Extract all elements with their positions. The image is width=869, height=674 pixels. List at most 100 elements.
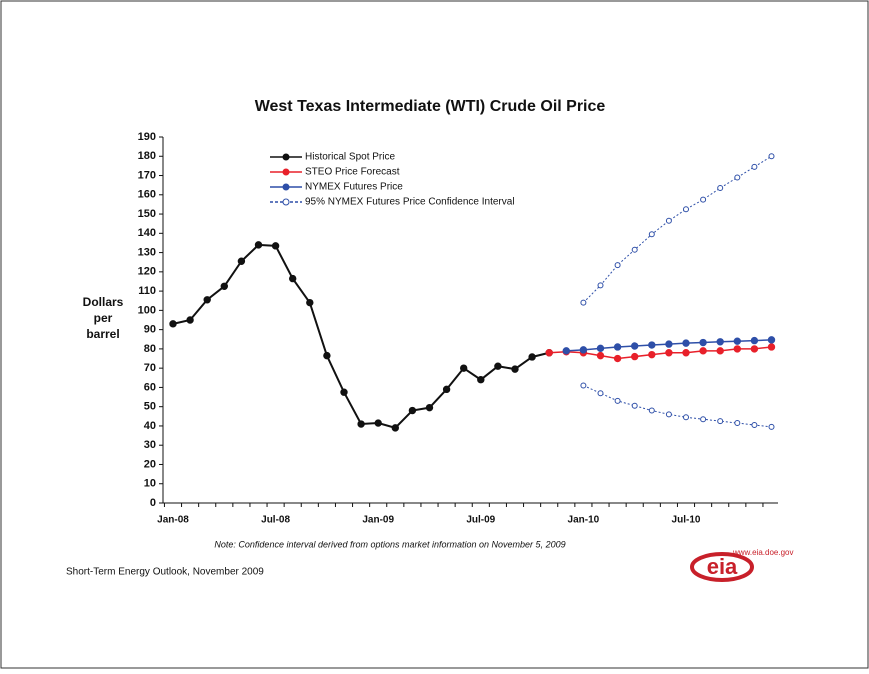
data-point — [596, 351, 605, 360]
data-point — [614, 262, 621, 269]
y-tick-label: 80 — [144, 343, 156, 355]
y-tick-label: 120 — [138, 266, 156, 278]
data-point — [237, 257, 246, 265]
y-tick-label: 190 — [138, 131, 156, 143]
data-point — [648, 231, 655, 238]
x-tick-label: Jan-10 — [568, 515, 600, 526]
data-point — [665, 340, 673, 348]
data-point — [631, 352, 639, 361]
data-point — [717, 418, 724, 425]
x-tick-label: Jul-10 — [672, 515, 701, 526]
data-point — [580, 382, 587, 389]
source: Short-Term Energy Outlook, November 2009 — [66, 567, 264, 578]
data-point — [306, 298, 314, 307]
y-axis-label: Dollars — [83, 295, 124, 309]
data-point — [648, 341, 656, 349]
data-point — [733, 345, 741, 353]
data-point — [442, 385, 451, 394]
logo-url: www.eia.doe.gov — [732, 548, 793, 557]
y-tick-label: 0 — [150, 497, 156, 509]
data-point — [357, 420, 365, 428]
legend-marker — [282, 183, 290, 191]
y-tick-label: 30 — [144, 439, 156, 451]
legend-marker — [282, 198, 290, 206]
data-point — [750, 345, 759, 353]
data-point — [613, 343, 622, 351]
y-tick-label: 70 — [144, 362, 156, 374]
data-point — [477, 376, 485, 384]
data-point — [220, 282, 229, 290]
y-tick-label: 160 — [138, 189, 156, 201]
y-tick-label: 140 — [138, 227, 156, 239]
data-point — [665, 411, 672, 418]
y-tick-label: 170 — [138, 169, 156, 181]
data-point — [511, 365, 519, 373]
data-point — [767, 343, 776, 351]
data-point — [460, 364, 468, 372]
legend-label: NYMEX Futures Price — [305, 182, 403, 193]
y-tick-label: 110 — [138, 285, 156, 297]
data-point — [683, 414, 689, 421]
data-point — [562, 347, 570, 355]
data-point — [682, 349, 690, 357]
data-point — [254, 241, 263, 249]
data-point — [665, 217, 672, 224]
data-point — [716, 347, 724, 355]
data-point — [716, 338, 724, 346]
y-tick-label: 50 — [144, 401, 156, 413]
data-point — [580, 299, 587, 306]
data-point — [425, 403, 434, 412]
legend-label: STEO Price Forecast — [305, 167, 400, 178]
logo-swoosh — [690, 552, 754, 582]
data-point — [340, 388, 348, 396]
data-point — [494, 362, 502, 370]
x-tick-label: Jan-09 — [362, 515, 394, 526]
y-axis-label: per — [94, 311, 113, 325]
data-point — [614, 397, 621, 404]
data-point — [665, 349, 673, 357]
data-point — [289, 274, 297, 283]
data-point — [768, 153, 775, 160]
y-tick-label: 90 — [144, 324, 156, 336]
data-point — [700, 196, 707, 203]
data-point — [700, 416, 707, 423]
data-point — [545, 349, 553, 357]
data-point — [768, 423, 775, 430]
data-point — [682, 339, 690, 347]
data-point — [596, 344, 605, 353]
legend-marker — [282, 153, 290, 161]
data-point — [203, 296, 211, 304]
data-point — [734, 174, 741, 181]
data-point — [323, 351, 331, 360]
y-tick-label: 150 — [138, 208, 156, 220]
data-point — [733, 337, 741, 345]
data-point — [374, 419, 382, 427]
data-point — [186, 316, 194, 324]
x-tick-label: Jan-08 — [157, 515, 189, 526]
data-point — [751, 163, 758, 170]
legend-label: Historical Spot Price — [305, 152, 395, 163]
data-point — [579, 346, 588, 354]
data-point — [408, 406, 417, 415]
note: Note: Confidence interval derived from o… — [214, 539, 565, 549]
y-tick-label: 100 — [138, 304, 156, 316]
y-tick-label: 60 — [144, 381, 156, 393]
y-tick-label: 130 — [138, 246, 156, 258]
y-tick-label: 20 — [144, 458, 156, 470]
data-point — [169, 320, 177, 328]
x-tick-label: Jul-08 — [261, 515, 290, 526]
logo-text: eia — [707, 554, 738, 579]
data-point — [597, 390, 604, 397]
data-point — [631, 246, 638, 253]
data-point — [767, 336, 776, 344]
data-point — [528, 353, 536, 361]
y-tick-label: 10 — [144, 478, 156, 490]
legend-label: 95% NYMEX Futures Price Confidence Inter… — [305, 197, 515, 208]
data-point — [734, 420, 741, 427]
x-tick-label: Jul-09 — [466, 515, 495, 526]
logo: eia www.eia.doe.gov — [690, 548, 793, 582]
data-point — [751, 421, 758, 428]
data-point — [391, 424, 399, 432]
data-point — [613, 354, 622, 363]
